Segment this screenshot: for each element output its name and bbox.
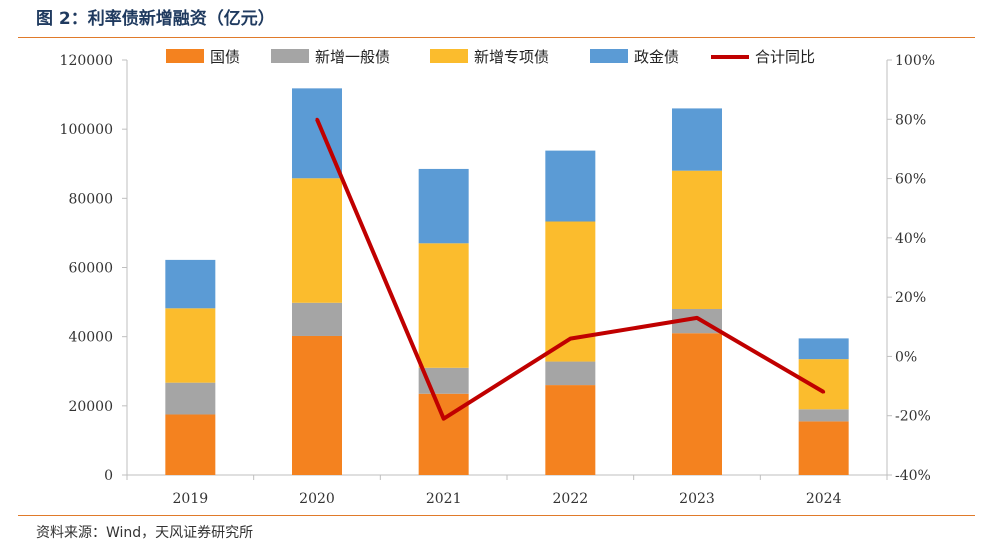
left-tick-label: 20000 xyxy=(68,399,113,415)
left-tick-label: 100000 xyxy=(60,122,113,138)
legend-label: 新增专项债 xyxy=(474,48,549,66)
bar-segment xyxy=(292,178,342,303)
bar-segment xyxy=(672,108,722,171)
right-tick-label: 60% xyxy=(895,172,926,188)
right-tick-label: 100% xyxy=(895,53,935,69)
bar-segment xyxy=(798,338,849,360)
legend-swatch xyxy=(271,49,309,63)
bar-segment xyxy=(418,168,469,244)
right-tick-label: 20% xyxy=(895,290,926,306)
legend-label: 新增一般债 xyxy=(315,48,390,66)
x-tick-label: 2022 xyxy=(553,491,589,507)
bar-segment xyxy=(292,302,342,336)
x-tick-label: 2024 xyxy=(806,491,842,507)
right-tick-label: -40% xyxy=(895,468,931,484)
bar-segment xyxy=(418,243,469,368)
yoy-point xyxy=(442,417,446,421)
left-tick-label: 60000 xyxy=(68,261,113,277)
legend-swatch xyxy=(590,49,628,63)
yoy-point xyxy=(315,117,319,121)
bar-segment xyxy=(545,150,596,222)
bar-segment xyxy=(545,385,596,475)
yoy-point xyxy=(568,337,572,341)
bar-segment xyxy=(545,361,596,386)
yoy-point xyxy=(695,316,699,320)
x-tick-label: 2023 xyxy=(679,491,715,507)
left-tick-label: 0 xyxy=(104,468,113,484)
title-divider xyxy=(18,37,975,38)
right-tick-label: 80% xyxy=(895,112,926,128)
right-tick-label: -20% xyxy=(895,409,931,425)
yoy-point xyxy=(822,390,826,394)
x-tick-label: 2021 xyxy=(426,491,462,507)
bar-segment xyxy=(165,414,216,475)
bar-segment xyxy=(798,359,849,410)
bar-segment xyxy=(798,421,849,475)
legend-label: 政金债 xyxy=(634,48,679,66)
bar-segment xyxy=(165,308,216,383)
left-tick-label: 120000 xyxy=(60,53,113,69)
x-tick-label: 2020 xyxy=(299,491,335,507)
legend-swatch xyxy=(166,49,204,63)
source-divider xyxy=(18,515,975,516)
figure-title: 图 2：利率债新增融资（亿元） xyxy=(36,9,275,29)
left-tick-label: 80000 xyxy=(68,191,113,207)
legend-label: 国债 xyxy=(210,48,240,66)
bar-segment xyxy=(672,170,722,309)
bar-segment xyxy=(165,382,216,415)
x-tick-label: 2019 xyxy=(173,491,209,507)
bar-segment xyxy=(165,259,216,309)
source-note: 资料来源：Wind，天风证券研究所 xyxy=(36,525,254,541)
legend-swatch xyxy=(430,49,468,63)
bar-segment xyxy=(672,333,722,475)
legend-label: 合计同比 xyxy=(755,48,815,66)
right-tick-label: 40% xyxy=(895,231,926,247)
bar-segment xyxy=(292,335,342,475)
left-tick-label: 40000 xyxy=(68,330,113,346)
bar-segment xyxy=(798,409,849,422)
right-tick-label: 0% xyxy=(895,349,917,365)
